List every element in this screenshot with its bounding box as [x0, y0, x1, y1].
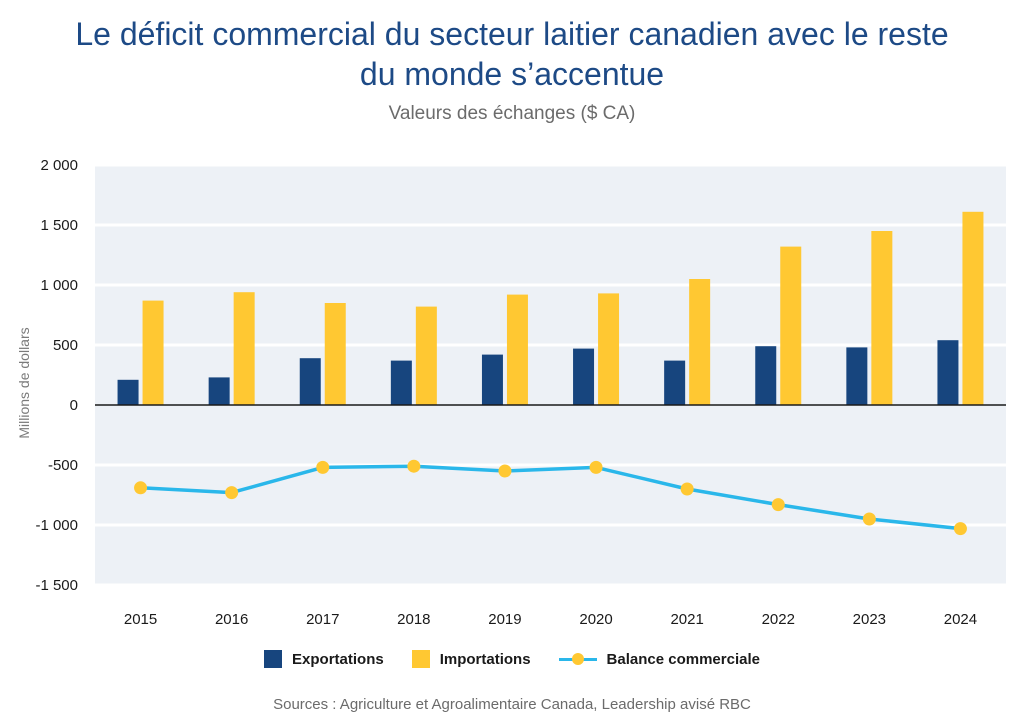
- x-tick-label: 2018: [397, 611, 430, 628]
- chart-title-line-1: Le déficit commercial du secteur laitier…: [75, 16, 949, 52]
- bar-imports: [415, 306, 437, 405]
- bar-exports: [664, 360, 686, 405]
- y-axis-label: Millions de dollars: [16, 327, 32, 438]
- bar-exports: [208, 377, 230, 405]
- legend-label-balance: Balance commerciale: [606, 650, 760, 668]
- balance-point: [862, 512, 876, 526]
- y-tick-label: 1 500: [40, 217, 78, 234]
- y-tick-label: 2 000: [40, 157, 78, 174]
- legend: Exportations Importations Balance commer…: [0, 650, 1024, 668]
- bar-exports: [390, 360, 412, 405]
- bar-exports: [937, 340, 959, 405]
- x-tick-label: 2022: [762, 611, 795, 628]
- bar-imports: [689, 279, 711, 405]
- bar-imports: [506, 294, 528, 405]
- balance-point: [680, 482, 694, 496]
- x-axis-ticks: 2015 2016 2017 2018 2019 2020 2021 2022 2023 2024: [124, 611, 977, 628]
- bar-imports: [962, 211, 984, 405]
- x-tick-label: 2017: [306, 611, 339, 628]
- legend-label-imports: Importations: [439, 650, 531, 668]
- bar-series: [117, 211, 984, 405]
- bar-imports: [142, 300, 164, 405]
- y-tick-label: 1 000: [40, 277, 78, 294]
- y-tick-label: -500: [48, 457, 78, 474]
- x-tick-label: 2020: [579, 611, 612, 628]
- balance-point: [589, 460, 603, 474]
- bar-exports: [573, 348, 595, 405]
- legend-item-imports: Importations: [411, 650, 531, 668]
- balance-point: [953, 522, 967, 536]
- y-tick-label: 500: [53, 337, 78, 354]
- bar-imports: [598, 293, 620, 405]
- chart-title: Le déficit commercial du secteur laitier…: [0, 14, 1024, 94]
- legend-label-exports: Exportations: [292, 650, 384, 668]
- bar-exports: [846, 347, 868, 405]
- bar-exports: [755, 346, 777, 405]
- balance-series: [134, 459, 967, 536]
- chart-title-line-2: du monde s’accentue: [359, 56, 665, 92]
- source-note: Sources : Agriculture et Agroalimentaire…: [273, 696, 751, 713]
- x-tick-label: 2016: [215, 611, 248, 628]
- balance-line: [140, 464, 961, 531]
- bar-exports: [299, 358, 321, 405]
- y-tick-label: -1 000: [35, 517, 78, 534]
- x-tick-label: 2015: [124, 611, 157, 628]
- chart-subtitle: Valeurs des échanges ($ CA): [388, 103, 636, 124]
- balance-point: [498, 464, 512, 478]
- bar-exports: [481, 354, 503, 405]
- x-tick-label: 2021: [670, 611, 703, 628]
- legend-item-balance: Balance commerciale: [558, 650, 760, 668]
- bar-imports: [871, 231, 893, 405]
- legend-swatch-exports: [264, 650, 283, 668]
- bar-imports: [780, 246, 802, 405]
- legend-marker: [571, 653, 584, 665]
- balance-point: [407, 459, 421, 473]
- legend-swatch-imports: [411, 650, 430, 668]
- balance-point: [316, 460, 330, 474]
- x-tick-label: 2024: [944, 611, 977, 628]
- bar-imports: [233, 292, 255, 405]
- y-tick-label: 0: [70, 397, 78, 414]
- balance-point: [771, 498, 785, 512]
- x-tick-label: 2023: [853, 611, 886, 628]
- legend-swatch-balance: [558, 651, 597, 667]
- balance-point: [134, 481, 148, 495]
- y-axis-ticks: 2 000 1 500 1 000 500 0 -500 -1 000 -1 500: [35, 157, 78, 594]
- legend-item-exports: Exportations: [264, 650, 384, 668]
- bar-imports: [324, 303, 346, 405]
- balance-point: [225, 486, 239, 500]
- x-tick-label: 2019: [488, 611, 521, 628]
- y-tick-label: -1 500: [35, 577, 78, 594]
- bar-exports: [117, 379, 139, 405]
